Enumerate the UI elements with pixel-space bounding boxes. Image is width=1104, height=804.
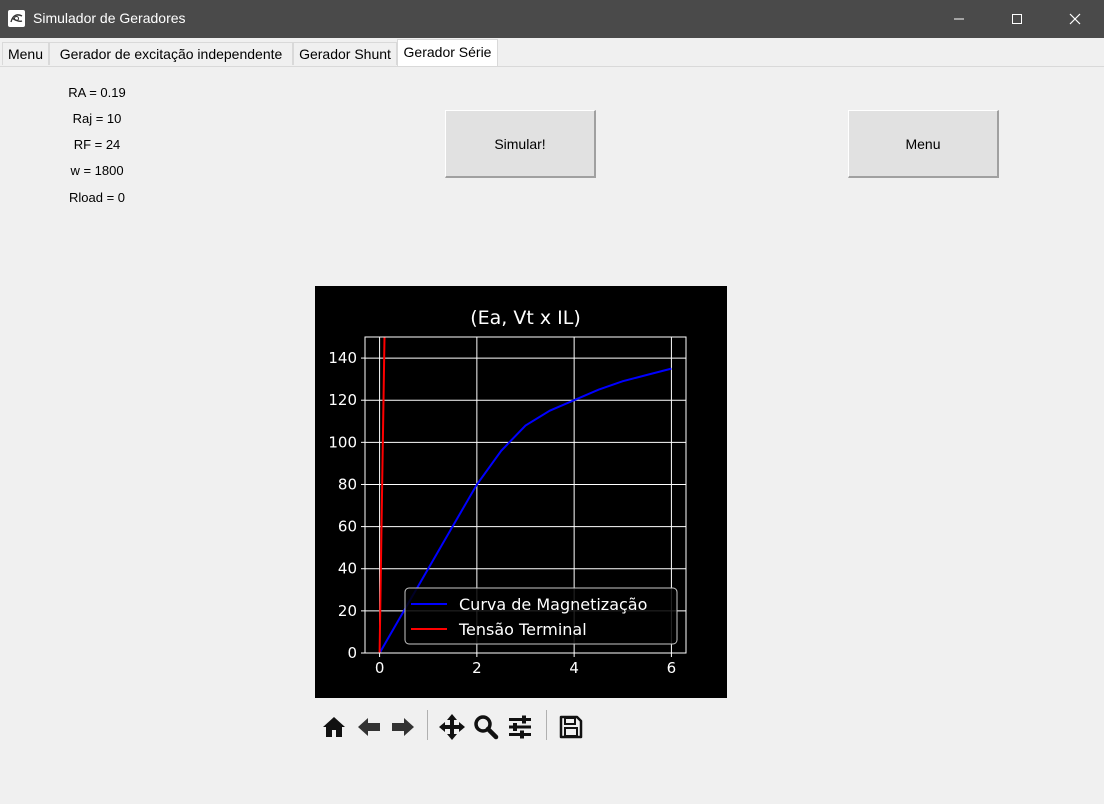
param-raj: Raj = 10 bbox=[72, 111, 122, 126]
toolbar-separator bbox=[427, 710, 428, 740]
chart-title: (Ea, Vt x IL) bbox=[470, 307, 581, 329]
x-tick-label: 6 bbox=[667, 659, 677, 677]
param-ra: RA = 0.19 bbox=[68, 85, 126, 100]
app-icon bbox=[8, 10, 25, 27]
param-w: w = 1800 bbox=[70, 163, 124, 178]
y-tick-label: 40 bbox=[338, 560, 357, 578]
tab-gerador-shunt[interactable]: Gerador Shunt bbox=[293, 42, 397, 65]
tab-gerador-serie[interactable]: Gerador Série bbox=[397, 39, 498, 66]
window-title: Simulador de Geradores bbox=[33, 10, 186, 26]
minimize-icon bbox=[954, 18, 964, 20]
plot-toolbar bbox=[315, 706, 615, 746]
legend-label-0: Curva de Magnetização bbox=[459, 595, 647, 614]
legend-box bbox=[404, 587, 678, 645]
param-rload: Rload = 0 bbox=[68, 190, 125, 205]
maximize-icon bbox=[1012, 14, 1022, 24]
toolbar-separator bbox=[546, 710, 547, 740]
simulate-button[interactable]: Simular! bbox=[445, 110, 596, 178]
y-tick-label: 100 bbox=[328, 433, 357, 451]
forward-arrow-icon[interactable] bbox=[388, 712, 418, 742]
close-icon bbox=[1069, 13, 1081, 25]
legend-label-1: Tensão Terminal bbox=[458, 620, 587, 639]
tab-bar: Menu Gerador de excitação independente G… bbox=[0, 38, 1104, 67]
y-tick-label: 20 bbox=[338, 602, 357, 620]
maximize-button[interactable] bbox=[988, 0, 1046, 38]
x-tick-label: 4 bbox=[569, 659, 579, 677]
series-line-1 bbox=[378, 337, 386, 653]
tab-menu[interactable]: Menu bbox=[2, 42, 49, 65]
x-tick-label: 0 bbox=[375, 659, 385, 677]
home-icon[interactable] bbox=[319, 712, 349, 742]
y-tick-label: 120 bbox=[328, 391, 357, 409]
menu-button[interactable]: Menu bbox=[848, 110, 999, 178]
y-tick-label: 140 bbox=[328, 349, 357, 367]
y-tick-label: 60 bbox=[338, 518, 357, 536]
title-bar: Simulador de Geradores bbox=[0, 0, 1104, 38]
minimize-button[interactable] bbox=[930, 0, 988, 38]
back-arrow-icon[interactable] bbox=[354, 712, 384, 742]
pan-icon[interactable] bbox=[437, 712, 467, 742]
zoom-icon[interactable] bbox=[471, 712, 501, 742]
y-tick-label: 0 bbox=[347, 644, 357, 662]
tab-gerador-independente[interactable]: Gerador de excitação independente bbox=[49, 42, 293, 65]
y-tick-label: 80 bbox=[338, 475, 357, 493]
series-line-0 bbox=[378, 367, 672, 653]
configure-subplots-icon[interactable] bbox=[505, 712, 535, 742]
x-tick-label: 2 bbox=[472, 659, 482, 677]
plot-frame bbox=[364, 336, 687, 654]
chart: (Ea, Vt x IL) 0 2 4 6 0 20 40 60 80 100 120 140 Curv… bbox=[315, 286, 727, 698]
close-button[interactable] bbox=[1046, 0, 1104, 38]
param-rf: RF = 24 bbox=[73, 137, 121, 152]
save-icon[interactable] bbox=[556, 712, 586, 742]
